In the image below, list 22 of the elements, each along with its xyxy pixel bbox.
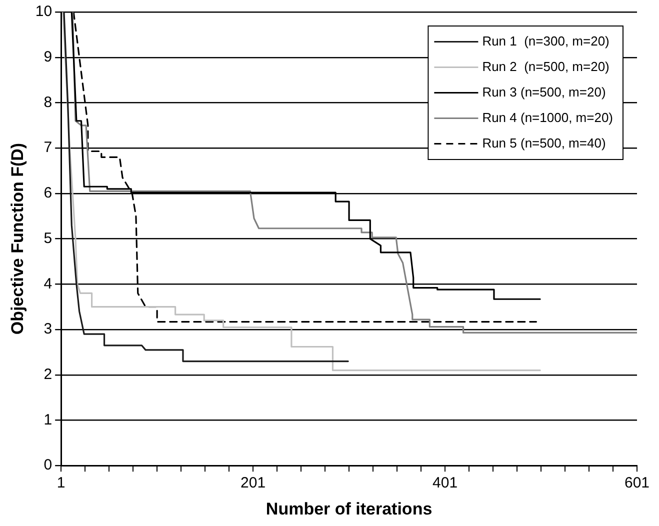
legend-label: Run 5 (n=500, m=40) xyxy=(482,135,606,150)
legend-label: Run 3 (n=500, m=20) xyxy=(482,84,606,100)
y-tick-label: 1 xyxy=(44,411,52,428)
y-tick-label: 4 xyxy=(44,275,52,292)
y-tick-label: 9 xyxy=(44,48,52,66)
y-tick-label: 6 xyxy=(44,184,52,202)
y-tick-label: 3 xyxy=(44,320,52,338)
legend-label: Run 2 (n=500, m=20) xyxy=(482,58,610,74)
legend-label: Run 4 (n=1000, m=20) xyxy=(482,110,614,125)
y-axis-title: Objective Function F(D) xyxy=(8,142,27,335)
y-tick-label: 10 xyxy=(35,3,52,20)
y-tick-label: 7 xyxy=(44,139,52,156)
x-tick-label: 401 xyxy=(432,474,458,492)
x-tick-label: 1 xyxy=(56,474,66,492)
x-axis-title: Number of iterations xyxy=(266,499,432,518)
legend-label: Run 1 (n=300, m=20) xyxy=(482,33,610,48)
x-tick-label: 601 xyxy=(624,474,650,492)
y-tick-label: 2 xyxy=(44,366,52,384)
y-tick-label: 8 xyxy=(44,94,52,111)
y-tick-label: 5 xyxy=(44,230,52,247)
y-tick-label: 0 xyxy=(44,456,52,474)
x-tick-label: 201 xyxy=(240,474,266,492)
